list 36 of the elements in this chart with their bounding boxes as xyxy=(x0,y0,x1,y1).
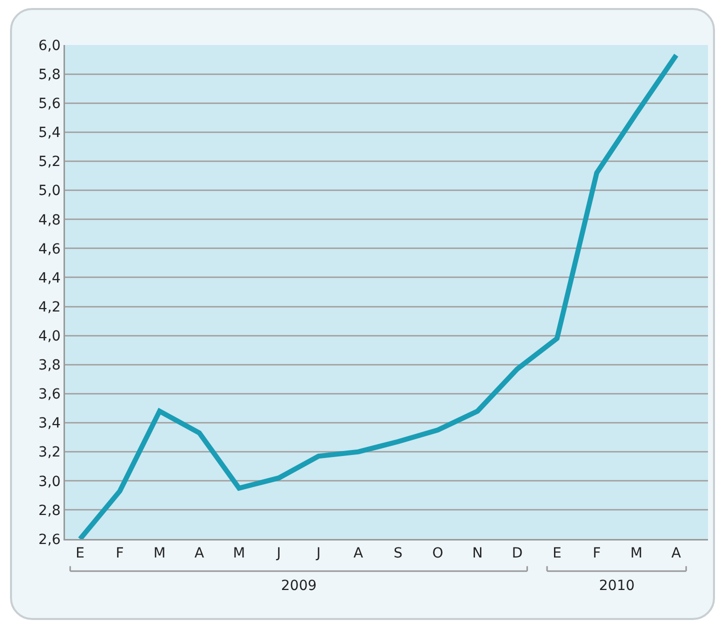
x-tick-label: M xyxy=(630,545,643,562)
y-tick-label: 5,0 xyxy=(38,183,61,200)
y-tick-label: 3,8 xyxy=(38,358,61,374)
y-tick-label: 2,6 xyxy=(38,532,61,548)
x-tick-label: F xyxy=(592,545,601,562)
y-tick-label: 4,8 xyxy=(38,212,61,228)
y-tick-label: 3,6 xyxy=(38,386,61,403)
y-tick-label: 5,6 xyxy=(38,96,61,112)
y-tick-label: 4,6 xyxy=(38,241,61,258)
x-tick-label: F xyxy=(116,545,124,562)
y-tick-label: 4,4 xyxy=(38,270,61,286)
x-tick-label: J xyxy=(276,545,281,562)
x-tick-label: A xyxy=(353,545,364,562)
x-tick-label: A xyxy=(671,545,682,562)
y-tick-label: 2,8 xyxy=(38,502,61,519)
y-tick-label: 5,2 xyxy=(38,154,61,170)
x-tick-label: D xyxy=(512,545,523,562)
x-tick-label: J xyxy=(315,545,321,562)
y-tick-label: 4,0 xyxy=(38,328,61,344)
x-tick-label: A xyxy=(194,545,205,562)
x-tick-label: S xyxy=(394,545,403,562)
x-tick-label: M xyxy=(154,545,166,562)
y-tick-label: 6,0 xyxy=(38,38,61,54)
x-tick-label: O xyxy=(432,545,444,562)
y-tick-label: 3,4 xyxy=(38,416,61,432)
x-tick-label: M xyxy=(233,545,246,562)
y-tick-label: 5,4 xyxy=(38,125,61,142)
x-tick-label: E xyxy=(552,545,562,562)
text: 2009 xyxy=(281,578,317,594)
y-tick-label: 4,2 xyxy=(38,299,61,316)
x-tick-label: N xyxy=(472,545,483,562)
x-tick-label: E xyxy=(76,545,85,562)
y-tick-label: 3,0 xyxy=(38,474,61,490)
y-tick-label: 5,8 xyxy=(38,66,61,83)
y-tick-label: 3,2 xyxy=(38,444,61,461)
text: 2010 xyxy=(599,578,635,594)
